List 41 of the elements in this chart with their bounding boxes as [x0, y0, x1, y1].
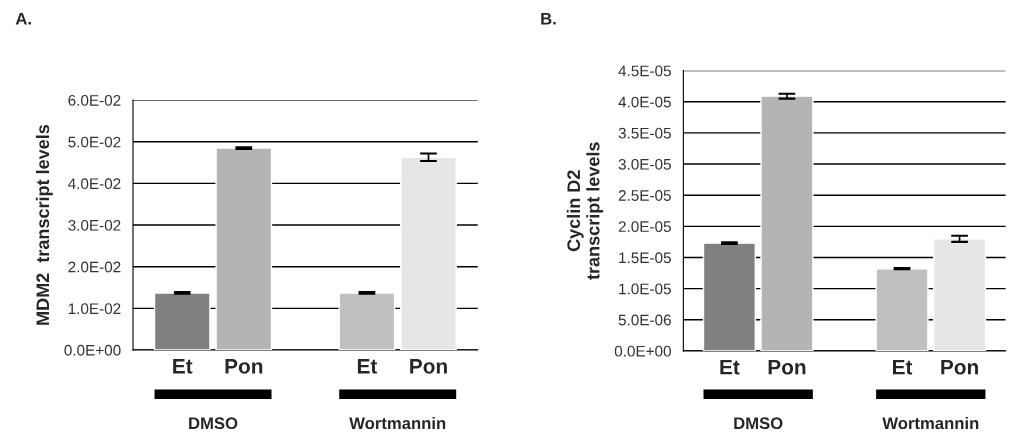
x-tick-label: Et — [357, 359, 378, 374]
y-tick-label: 4.5E-05 — [618, 65, 671, 77]
y-tick-label: 5.0E-02 — [68, 136, 121, 148]
y-tick-label: 6.0E-02 — [68, 95, 121, 106]
y-tick-label: 1.0E-05 — [619, 283, 671, 295]
x-tick-label: Et — [893, 359, 913, 375]
y-tick-label: 0.0E+00 — [614, 345, 671, 357]
x-tick-label: Pon — [768, 359, 806, 375]
y-tick-label: 1.5E-05 — [619, 252, 671, 264]
x-tick-label: Et — [720, 359, 740, 375]
bar — [400, 156, 457, 350]
y-axis-title: Cyclin D2 transcript levels — [566, 142, 604, 280]
y-tick-label: 4.0E-05 — [618, 96, 671, 108]
y-tick-label: 1.0E-02 — [68, 303, 121, 315]
bar — [215, 147, 273, 350]
y-tick-label: 0.0E+00 — [64, 344, 121, 356]
x-tick-label: Et — [173, 359, 193, 374]
bar — [875, 267, 929, 351]
y-tick-label: 3.0E-02 — [68, 219, 121, 231]
x-tick-label: Pon — [225, 359, 263, 374]
bar — [760, 95, 814, 351]
y-tick-label: 2.0E-02 — [68, 261, 121, 273]
y-axis-title: MDM2 transcript levels — [35, 124, 53, 325]
y-tick-label: 3.5E-05 — [618, 127, 671, 139]
bar — [338, 292, 396, 350]
bar — [702, 242, 756, 351]
bar — [932, 238, 987, 351]
y-tick-label: 3.0E-05 — [618, 158, 671, 170]
chart-title: A. — [15, 12, 31, 25]
text: B. — [541, 12, 556, 25]
y-tick-label: 4.0E-02 — [68, 178, 121, 190]
text: DMSO — [734, 417, 783, 430]
x-tick-label: Pon — [941, 359, 978, 375]
y-tick-label: 5.0E-06 — [618, 314, 671, 326]
text: Wortmannin — [882, 416, 979, 430]
y-tick-label: 2.0E-05 — [618, 221, 671, 233]
text: Wortmannin — [349, 416, 446, 430]
text: DMSO — [189, 417, 238, 430]
bar — [153, 292, 211, 350]
y-tick-label: 2.5E-05 — [618, 190, 671, 201]
x-tick-label: Pon — [410, 359, 447, 374]
